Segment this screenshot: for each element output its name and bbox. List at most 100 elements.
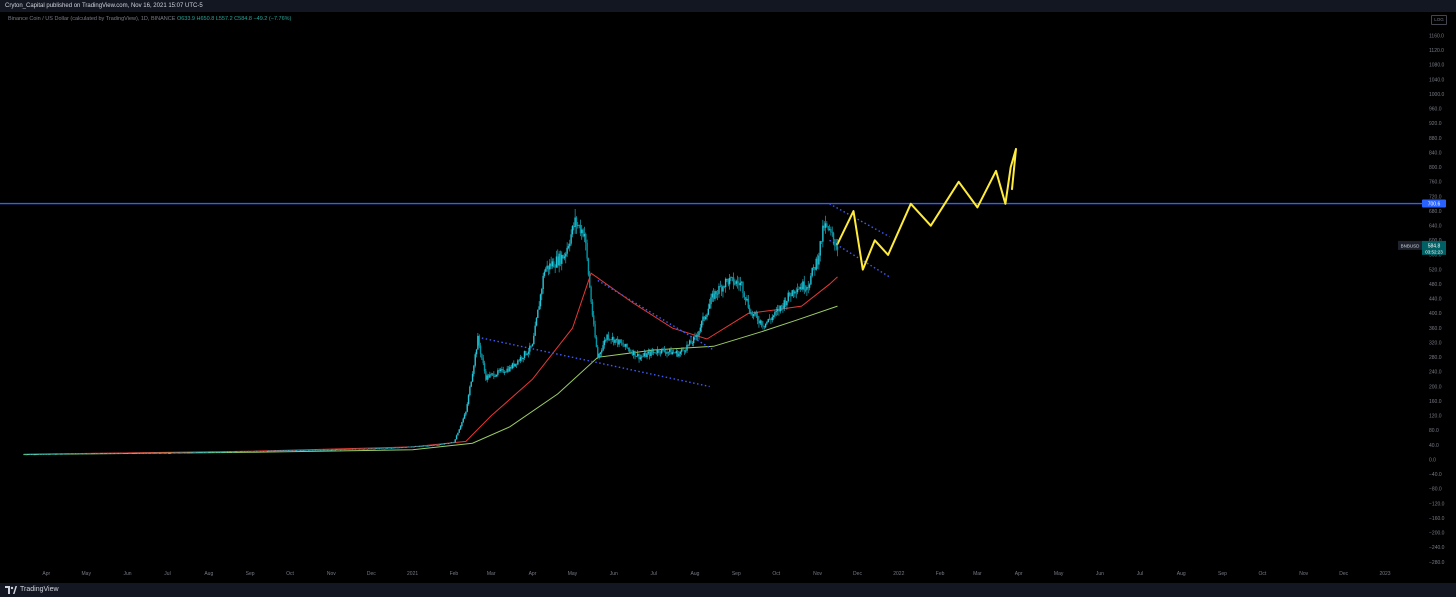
candle-body xyxy=(748,307,751,314)
candle-body xyxy=(178,452,181,454)
candle-body xyxy=(726,278,728,280)
candle-body xyxy=(363,448,366,450)
candle-body xyxy=(714,291,716,299)
y-tick-label: 1080.0 xyxy=(1429,63,1445,69)
candle-body xyxy=(145,452,147,454)
candle-body xyxy=(526,353,528,355)
x-tick-label: Feb xyxy=(936,571,945,577)
candle-body xyxy=(816,258,819,265)
candle-body xyxy=(70,453,73,455)
y-tick-label: −120.0 xyxy=(1429,501,1445,507)
legend-close: C584.8 xyxy=(234,16,252,22)
x-tick-label: Sep xyxy=(1218,571,1227,577)
candle-body xyxy=(161,453,163,454)
candle-body xyxy=(823,225,825,228)
price-chart[interactable]: 1160.0 1120.0 1080.0 1040.0 1000.0 960.0 920.0… xyxy=(0,12,1456,583)
candle-body xyxy=(658,349,660,353)
chart-frame[interactable]: 1160.0 1120.0 1080.0 1040.0 1000.0 960.0 920.0… xyxy=(0,12,1456,583)
candle-body xyxy=(329,449,331,451)
y-tick-label: 160.0 xyxy=(1429,399,1442,405)
candle-body xyxy=(535,317,538,326)
candle-body xyxy=(835,245,837,247)
candle-body xyxy=(551,261,554,267)
candle-body xyxy=(537,309,539,318)
legend-high: H650.8 xyxy=(196,16,215,22)
y-tick-label: 880.0 xyxy=(1429,136,1442,142)
candle-body xyxy=(698,331,700,336)
candle-body xyxy=(431,445,434,446)
x-tick-label: Aug xyxy=(691,571,700,577)
y-tick-label: −160.0 xyxy=(1429,516,1445,522)
candle-body xyxy=(128,453,130,454)
candle-body xyxy=(623,345,626,347)
candle-body xyxy=(89,453,91,455)
candle-body xyxy=(682,349,684,351)
x-tick-label: Dec xyxy=(853,571,862,577)
candle-body xyxy=(630,351,632,353)
candle-body xyxy=(346,449,349,450)
candle-body xyxy=(824,223,827,228)
x-tick-label: Jul xyxy=(651,571,657,577)
candle-body xyxy=(822,225,824,242)
x-tick-label: Oct xyxy=(1259,571,1267,577)
candle-body xyxy=(486,375,488,380)
candle-body xyxy=(657,349,659,354)
candle-body xyxy=(710,297,712,305)
legend-symbol: Binance Coin / US Dollar (calculated by … xyxy=(8,16,176,22)
candle-body xyxy=(577,225,579,226)
candle-body xyxy=(353,448,355,450)
log-scale-button[interactable]: LOG xyxy=(1431,15,1447,25)
candle-body xyxy=(205,452,207,453)
candle-body xyxy=(676,351,679,357)
candle-body xyxy=(134,453,137,454)
moving-average-fast-line xyxy=(23,272,838,455)
candle-body xyxy=(530,345,532,347)
candle-body xyxy=(791,290,793,297)
candle-body xyxy=(827,226,829,230)
candle-body xyxy=(643,353,646,357)
candle-body xyxy=(319,449,322,451)
candle-body xyxy=(153,452,155,454)
candle-body xyxy=(795,291,797,293)
candle-body xyxy=(421,446,423,447)
candle-body xyxy=(397,447,399,449)
tradingview-logo[interactable]: TradingView xyxy=(5,583,59,597)
candle-body xyxy=(575,217,578,226)
candle-body xyxy=(509,366,511,372)
candle-body xyxy=(690,340,692,344)
x-tick-label: Dec xyxy=(367,571,376,577)
x-tick-label: Apr xyxy=(1015,571,1023,577)
candle-body xyxy=(355,448,358,450)
candle-body xyxy=(635,356,638,357)
candle-body xyxy=(264,451,266,452)
candle-body xyxy=(369,448,371,450)
candle-body xyxy=(799,287,801,290)
candle-body xyxy=(478,335,480,346)
candle-body xyxy=(358,448,361,450)
candle-body xyxy=(429,445,431,447)
candle-body xyxy=(314,449,317,451)
candle-body xyxy=(606,334,608,341)
candle-body xyxy=(33,454,36,456)
candle-body xyxy=(637,353,639,357)
candle-body xyxy=(774,311,776,316)
candle-body xyxy=(539,294,542,307)
candle-body xyxy=(462,418,464,423)
candle-body xyxy=(618,339,620,345)
candle-body xyxy=(622,343,624,346)
y-tick-label: 240.0 xyxy=(1429,370,1442,376)
candle-body xyxy=(493,373,495,377)
candle-body xyxy=(718,285,720,294)
candle-body xyxy=(245,451,247,452)
candle-body xyxy=(601,350,603,353)
candle-body xyxy=(471,373,474,382)
candle-body xyxy=(80,453,82,455)
candle-body xyxy=(222,451,225,453)
candle-body xyxy=(374,448,377,450)
candle-body xyxy=(246,451,249,452)
candle-body xyxy=(214,452,217,453)
candle-body xyxy=(438,444,440,446)
candle-body xyxy=(269,450,271,452)
candle-body xyxy=(401,447,403,448)
y-tick-label: 560.0 xyxy=(1429,253,1442,259)
